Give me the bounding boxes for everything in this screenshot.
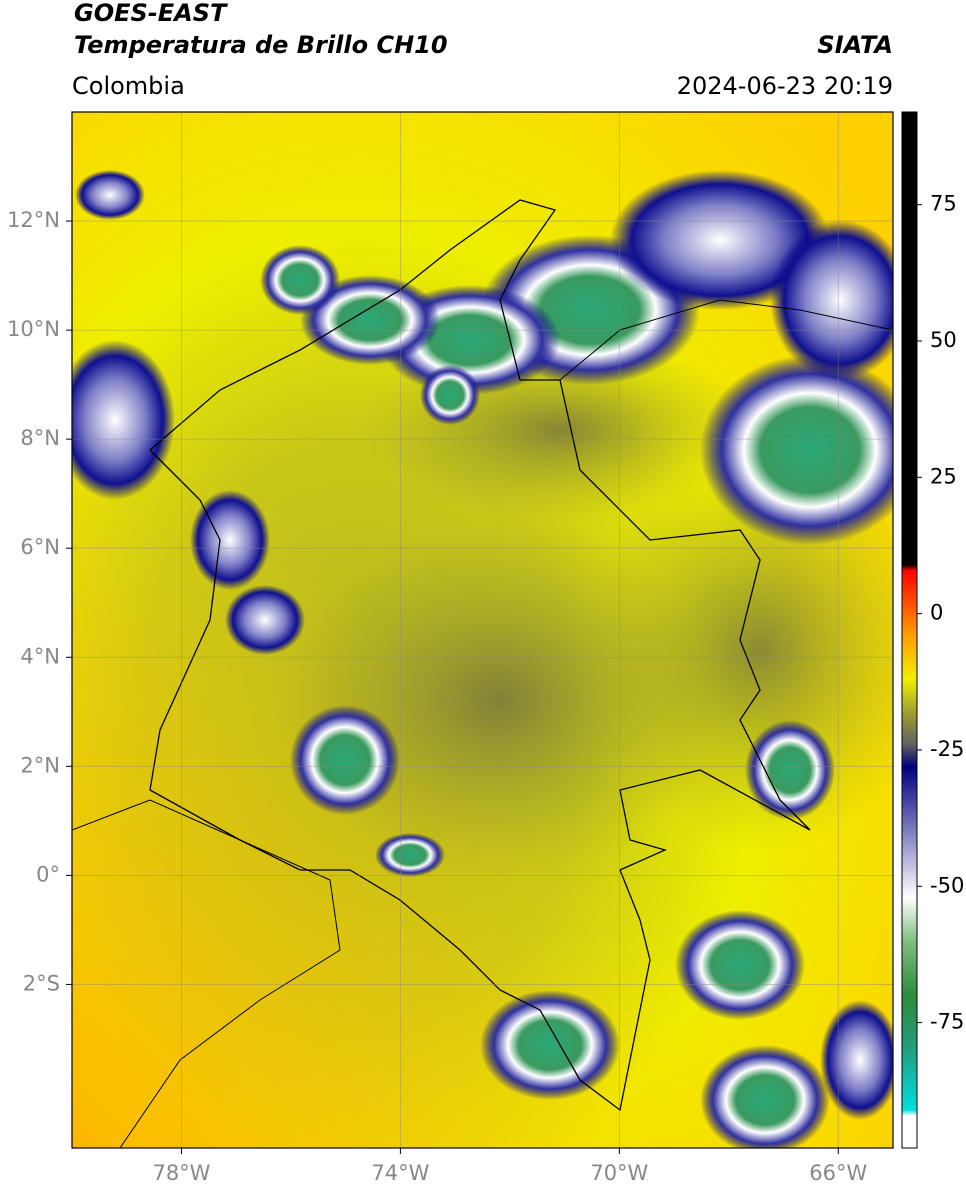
colorbar-segment <box>902 635 917 680</box>
lat-tick-label: 8°N <box>20 426 60 450</box>
lon-tick-label: 70°W <box>590 1161 648 1185</box>
colorbar-tick-label: -75 <box>930 1010 964 1034</box>
colorbar-segment <box>902 744 917 767</box>
colorbar-tick-label: -25 <box>930 737 964 761</box>
lat-tick-label: 12°N <box>7 208 60 232</box>
graticule <box>72 112 893 1148</box>
colorbar-segment <box>902 831 917 898</box>
colorbar-tick-label: -50 <box>930 873 964 897</box>
colorbar-segment <box>902 1049 917 1111</box>
colorbar-segment <box>902 897 917 942</box>
colorbar-segment <box>902 995 917 1051</box>
lat-tick-label: 4°N <box>20 644 60 668</box>
colorbar-segment <box>902 1109 917 1116</box>
colorbar: 75 50 25 0 -25 -50 -75 <box>901 111 964 1149</box>
colorbar-segment <box>902 112 917 566</box>
map-frame <box>71 111 894 1149</box>
colorbar-segment <box>902 1115 917 1149</box>
colorbar-tick-label: 75 <box>930 192 957 216</box>
subtitle: Temperatura de Brillo CH10 <box>74 31 448 59</box>
satellite-image <box>72 112 893 1148</box>
lon-tick-label: 66°W <box>809 1161 867 1185</box>
region: Colombia <box>72 72 185 100</box>
lat-tick-label: 6°N <box>20 535 60 559</box>
colorbar-segment <box>902 564 917 571</box>
lat-tick-label: 0° <box>36 862 60 886</box>
lon-tick-label: 78°W <box>152 1161 210 1185</box>
lat-tick-label: 10°N <box>7 317 60 341</box>
colorbar-segment <box>902 940 917 996</box>
datetime: 2024-06-23 20:19 <box>677 72 893 100</box>
lat-tick-label: 2°S <box>23 971 60 995</box>
colorbar-segment <box>902 570 917 636</box>
source: SIATA <box>817 31 893 59</box>
lon-tick-label: 74°W <box>371 1161 429 1185</box>
colorbar-tick-label: 50 <box>930 328 957 352</box>
colorbar-segment <box>902 679 917 713</box>
colorbar-segment <box>902 766 917 833</box>
colorbar-tick-label: 0 <box>930 601 943 625</box>
colorbar-tick-label: 25 <box>930 464 957 488</box>
title: GOES-EAST <box>74 0 228 27</box>
lat-tick-label: 2°N <box>20 753 60 777</box>
colorbar-frame <box>901 111 918 1149</box>
colorbar-segment <box>902 711 917 746</box>
